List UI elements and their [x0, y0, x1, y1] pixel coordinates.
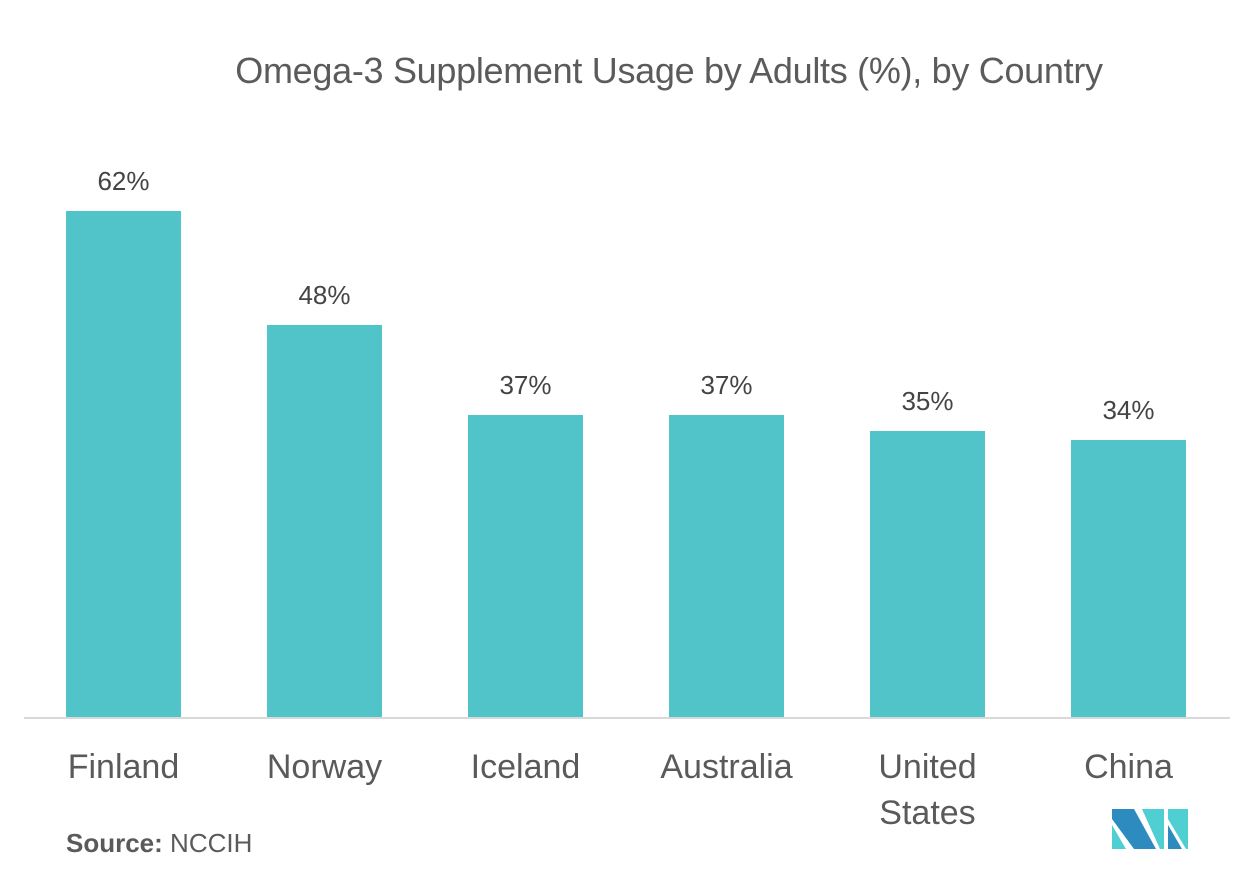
category-label-line: Iceland [470, 748, 581, 786]
x-axis-line [24, 717, 1230, 719]
value-label: 34% [1102, 395, 1155, 425]
value-label: 37% [499, 370, 552, 400]
value-label: 35% [901, 386, 954, 416]
source-label: Source: [66, 828, 163, 858]
value-label: 37% [700, 370, 753, 400]
category-label-line: United [878, 748, 977, 786]
bar-united-states [870, 431, 985, 717]
category-label-line: Finland [67, 748, 180, 786]
value-label: 62% [97, 166, 150, 196]
chart-title: Omega-3 Supplement Usage by Adults (%), … [235, 50, 1103, 91]
bar-australia [669, 415, 784, 717]
bar-china [1071, 440, 1186, 717]
source-note: Source: NCCIH [66, 828, 252, 859]
category-label-line: China [1084, 748, 1173, 786]
source-value: NCCIH [170, 828, 253, 858]
category-label-line: States [879, 794, 976, 832]
category-label: Iceland [436, 744, 616, 790]
bar-norway [267, 325, 382, 717]
category-label-line: Norway [266, 748, 383, 786]
category-label: Finland [34, 744, 214, 790]
category-label: Norway [235, 744, 415, 790]
bar-finland [66, 211, 181, 717]
category-label: United States [838, 744, 1018, 836]
value-label: 48% [298, 280, 351, 310]
category-label: China [1039, 744, 1219, 790]
category-label-line: Australia [660, 748, 793, 786]
category-label: Australia [637, 744, 817, 790]
bar-iceland [468, 415, 583, 717]
mordor-intelligence-logo-icon [1112, 809, 1188, 849]
